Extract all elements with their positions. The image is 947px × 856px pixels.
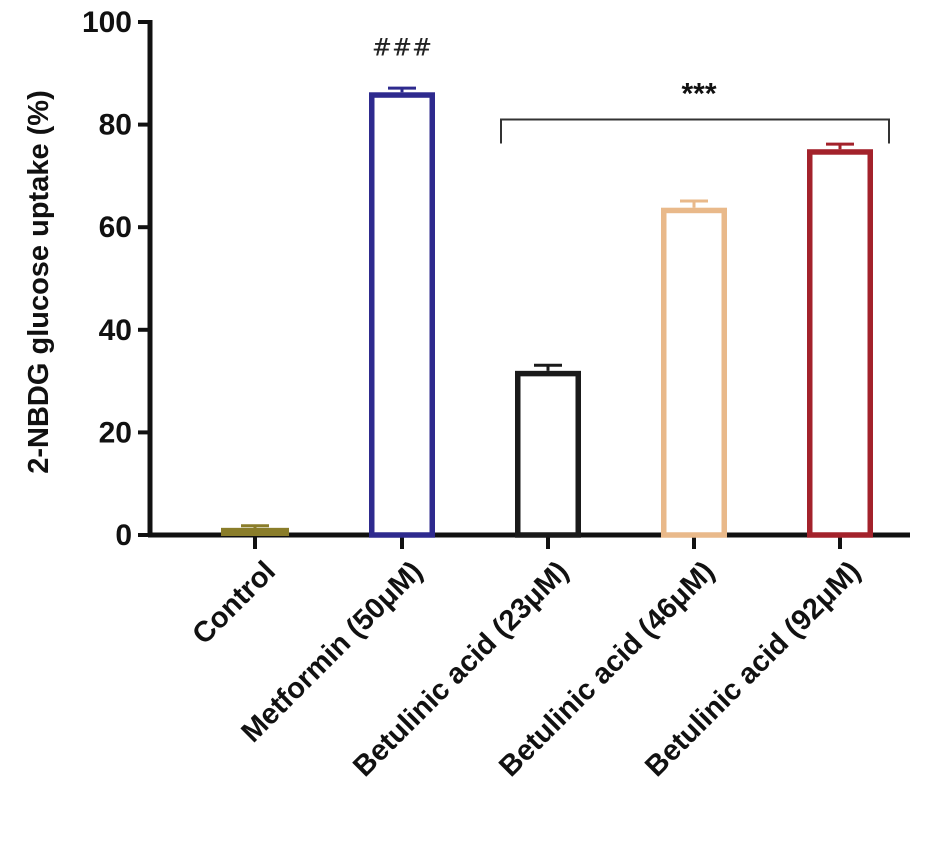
bar — [807, 149, 873, 538]
bar — [515, 370, 581, 538]
y-tick-label: 40 — [99, 314, 132, 347]
significance-annotation: ### — [372, 33, 432, 61]
y-tick-label: 60 — [99, 211, 132, 244]
bar — [369, 92, 435, 538]
significance-annotation: *** — [681, 77, 716, 110]
x-category-label: Control — [186, 555, 282, 651]
y-tick-label: 80 — [99, 109, 132, 142]
y-axis-label: 2-NBDG glucose uptake (%) — [23, 90, 55, 474]
bar — [221, 527, 289, 536]
y-tick-label: 0 — [115, 519, 132, 552]
y-tick-label: 20 — [99, 416, 132, 449]
y-tick-label: 100 — [82, 6, 132, 39]
bar — [661, 207, 727, 538]
significance-bracket — [500, 118, 890, 144]
